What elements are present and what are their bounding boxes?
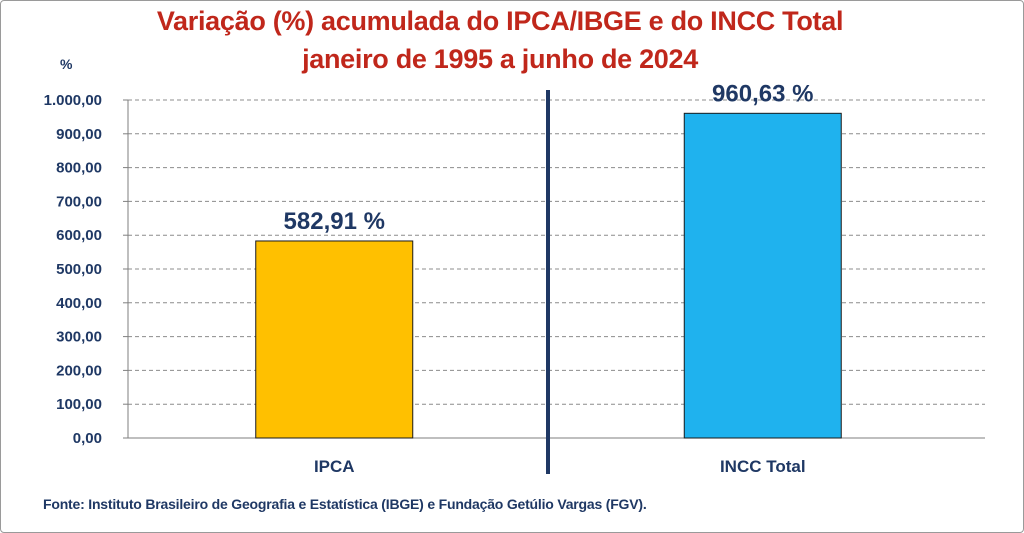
bar-incc-total bbox=[683, 112, 842, 439]
y-tick-label: 200,00 bbox=[56, 362, 102, 379]
chart-title: Variação (%) acumulada do IPCA/IBGE e do… bbox=[156, 6, 844, 36]
y-tick-label: 500,00 bbox=[56, 261, 102, 278]
y-tick-label: 900,00 bbox=[56, 126, 102, 143]
y-tick-label: 800,00 bbox=[56, 160, 102, 177]
x-category-label: IPCA bbox=[314, 457, 355, 476]
y-tick-label: 300,00 bbox=[56, 329, 102, 346]
source-note: Fonte: Instituto Brasileiro de Geografia… bbox=[43, 496, 647, 512]
y-tick-label: 100,00 bbox=[56, 396, 102, 413]
y-tick-label: 600,00 bbox=[56, 227, 102, 244]
y-tick-label: 400,00 bbox=[56, 295, 102, 312]
data-label: 582,91 % bbox=[284, 208, 385, 235]
x-category-label: INCC Total bbox=[720, 457, 806, 476]
y-tick-label: 0,00 bbox=[73, 430, 102, 447]
y-axis-unit-label: % bbox=[60, 56, 73, 72]
bar-ipca bbox=[255, 240, 414, 439]
y-tick-label: 700,00 bbox=[56, 193, 102, 210]
y-tick-label: 1.000,00 bbox=[44, 92, 102, 109]
data-label: 960,63 % bbox=[712, 80, 813, 107]
chart-subtitle: janeiro de 1995 a junho de 2024 bbox=[302, 44, 698, 74]
